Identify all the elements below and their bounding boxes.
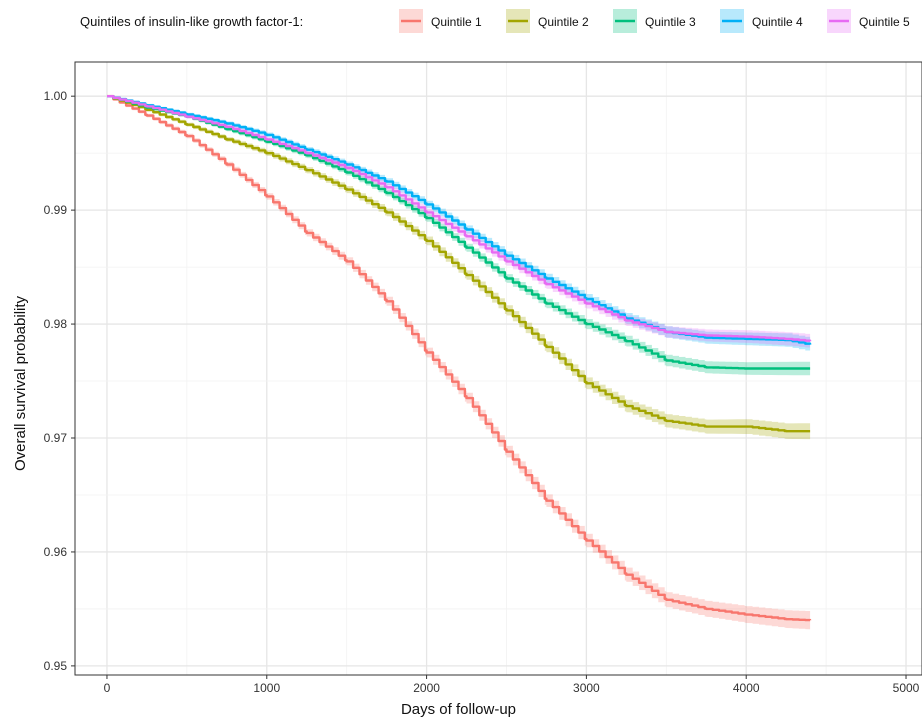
x-tick-label: 1000 (253, 681, 280, 695)
y-axis-title: Overall survival probability (12, 295, 29, 471)
legend-title: Quintiles of insulin-like growth factor-… (80, 14, 303, 29)
survival-line-quintile-1 (107, 95, 812, 622)
survival-line-quintile-4 (107, 95, 812, 345)
legend-label-quintile-4: Quintile 4 (752, 15, 803, 29)
y-tick-label: 0.97 (44, 431, 68, 445)
x-tick-label: 0 (104, 681, 111, 695)
survival-line-quintile-5 (107, 95, 812, 342)
legend-label-quintile-5: Quintile 5 (859, 15, 910, 29)
x-axis: 0 1000 2000 3000 4000 5000 (104, 675, 920, 695)
y-tick-label: 1.00 (44, 89, 68, 103)
legend-label-quintile-3: Quintile 3 (645, 15, 696, 29)
y-axis: 0.95 0.96 0.97 0.98 0.99 1.00 (44, 89, 75, 673)
x-axis-title: Days of follow-up (401, 701, 516, 718)
legend-label-quintile-2: Quintile 2 (538, 15, 589, 29)
y-tick-label: 0.99 (44, 203, 68, 217)
y-tick-label: 0.96 (44, 545, 68, 559)
legend-label-quintile-1: Quintile 1 (431, 15, 482, 29)
x-tick-label: 3000 (573, 681, 600, 695)
x-tick-label: 5000 (893, 681, 920, 695)
x-tick-label: 2000 (413, 681, 440, 695)
panel-border (74, 61, 922, 676)
survival-lines (107, 95, 812, 622)
x-tick-label: 4000 (733, 681, 760, 695)
y-tick-label: 0.98 (44, 317, 68, 331)
y-tick-label: 0.95 (44, 659, 68, 673)
legend: Quintiles of insulin-like growth factor-… (80, 9, 910, 33)
survival-line-quintile-2 (107, 95, 811, 433)
plot-panel (74, 61, 922, 676)
